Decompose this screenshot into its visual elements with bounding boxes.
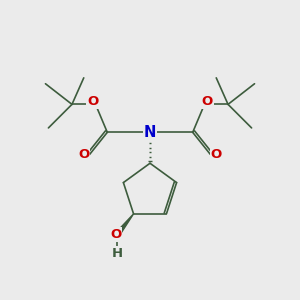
Text: O: O <box>78 148 89 161</box>
Text: N: N <box>144 125 156 140</box>
Text: O: O <box>211 148 222 161</box>
Text: O: O <box>202 95 213 108</box>
Text: O: O <box>87 95 98 108</box>
Text: H: H <box>112 247 123 260</box>
Polygon shape <box>116 214 134 236</box>
Text: O: O <box>110 228 122 241</box>
